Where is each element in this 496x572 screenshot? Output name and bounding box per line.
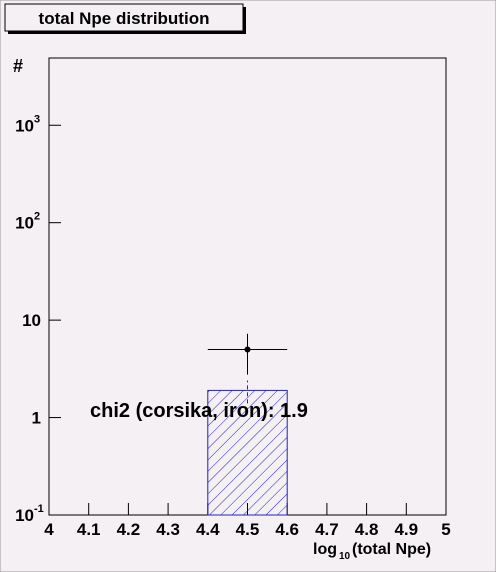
x-tick-label: 4.2 (117, 520, 141, 539)
x-tick-label: 4.7 (315, 520, 339, 539)
y-tick-label: 10 (22, 311, 41, 330)
y-axis-label: # (13, 56, 23, 76)
y-tick-label: 10 (15, 506, 34, 525)
x-tick-label: 4.1 (77, 520, 101, 539)
y-tick-exponent: -1 (34, 503, 44, 515)
x-axis-label: log (313, 541, 337, 558)
y-tick-label: 10 (15, 116, 34, 135)
data-point (244, 346, 251, 353)
x-tick-label: 5 (441, 520, 450, 539)
chart-title: total Npe distribution (39, 9, 210, 28)
x-tick-label: 4.9 (394, 520, 418, 539)
histogram-bar (207, 389, 288, 516)
title-box (4, 3, 244, 32)
y-tick-label: 10 (15, 214, 34, 233)
y-tick-label: 1 (32, 409, 41, 428)
y-tick-exponent: 2 (34, 211, 40, 223)
x-axis-label: (total Npe) (352, 541, 431, 558)
annotation: chi2 (corsika, iron): 1.9 (90, 400, 308, 422)
x-tick-label: 4.6 (275, 520, 299, 539)
x-tick-label: 4.5 (236, 520, 260, 539)
x-axis-label-subscript: 10 (339, 551, 351, 562)
x-tick-label: 4.3 (156, 520, 180, 539)
y-tick-exponent: 3 (34, 113, 40, 125)
x-tick-label: 4 (44, 520, 54, 539)
x-tick-label: 4.4 (196, 520, 220, 539)
x-tick-label: 4.8 (355, 520, 379, 539)
